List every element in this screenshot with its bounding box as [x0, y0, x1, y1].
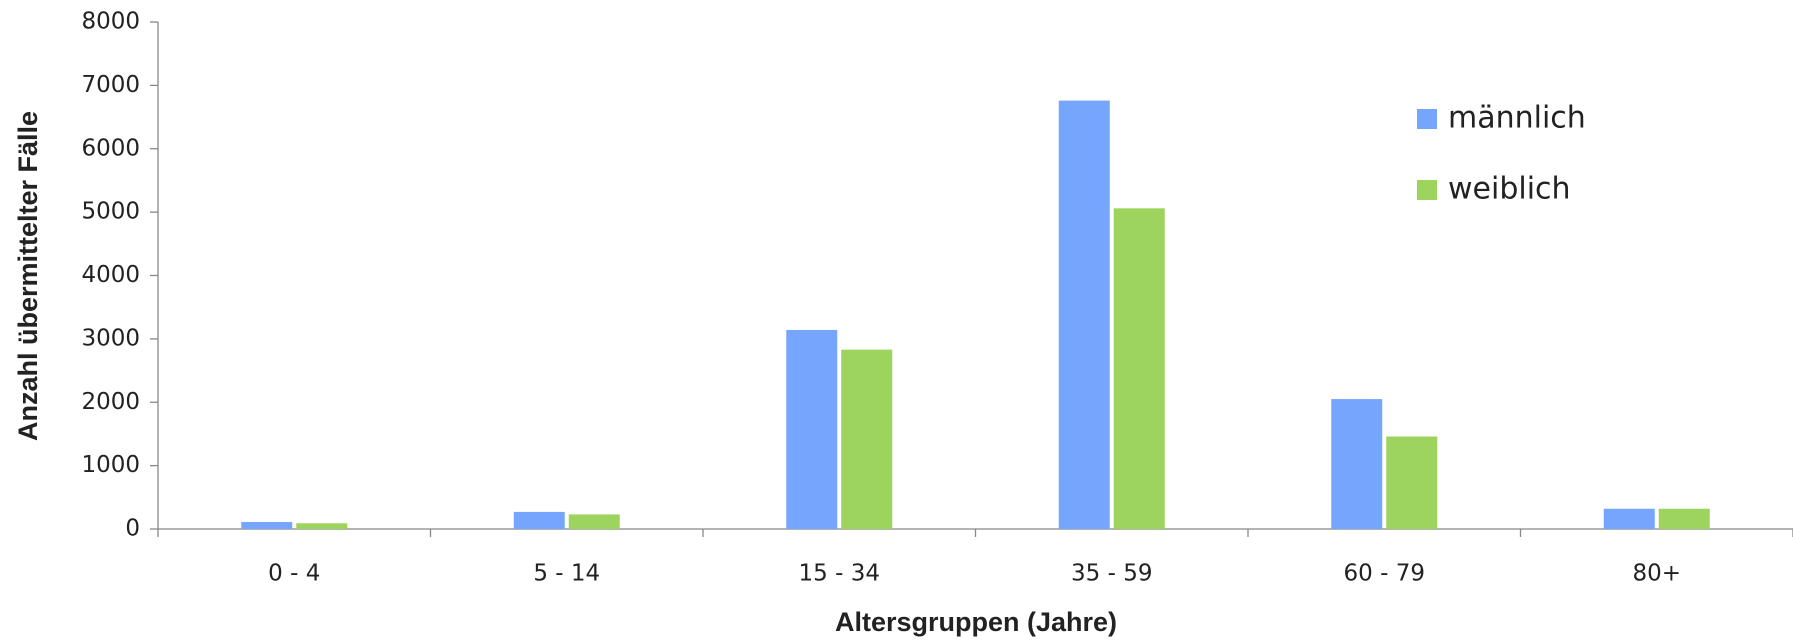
x-tick-label: 35 - 59: [1071, 561, 1152, 587]
bar: [568, 514, 620, 529]
legend-label: weiblich: [1448, 172, 1571, 207]
x-tick-label: 5 - 14: [533, 561, 600, 587]
x-axis-title: Altersgruppen (Jahre): [835, 607, 1117, 637]
bar: [841, 349, 893, 529]
y-tick-label: 0: [125, 516, 140, 542]
bar: [786, 330, 838, 529]
x-tick-label: 0 - 4: [268, 561, 320, 587]
y-tick-label: 4000: [81, 262, 140, 288]
bar: [1058, 100, 1110, 530]
y-axis-title: Anzahl übermittelter Fälle: [13, 111, 43, 441]
bar: [513, 511, 565, 529]
x-tick-label: 60 - 79: [1344, 561, 1425, 587]
y-tick-label: 1000: [81, 452, 140, 478]
bar: [1331, 399, 1383, 529]
bar: [1386, 436, 1438, 529]
x-tick-label: 80+: [1632, 561, 1681, 587]
legend-swatch: [1417, 180, 1437, 200]
bar: [296, 523, 348, 529]
y-tick-label: 3000: [81, 325, 140, 351]
y-tick-label: 6000: [81, 135, 140, 161]
y-tick-label: 7000: [81, 72, 140, 98]
bar: [1113, 208, 1165, 529]
y-tick-label: 5000: [81, 199, 140, 225]
bar: [1658, 508, 1710, 529]
y-tick-label: 2000: [81, 389, 140, 415]
bar: [241, 522, 293, 529]
x-tick-label: 15 - 34: [799, 561, 880, 587]
legend-label: männlich: [1448, 101, 1586, 136]
bar: [1603, 508, 1655, 529]
y-tick-label: 8000: [81, 9, 140, 35]
legend-swatch: [1417, 109, 1437, 129]
